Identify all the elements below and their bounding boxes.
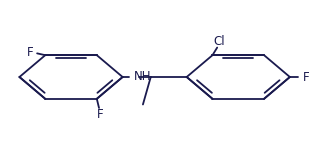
Text: Cl: Cl	[213, 35, 225, 48]
Text: F: F	[303, 71, 309, 83]
Text: F: F	[27, 46, 34, 59]
Text: F: F	[97, 107, 103, 121]
Text: NH: NH	[134, 70, 152, 83]
